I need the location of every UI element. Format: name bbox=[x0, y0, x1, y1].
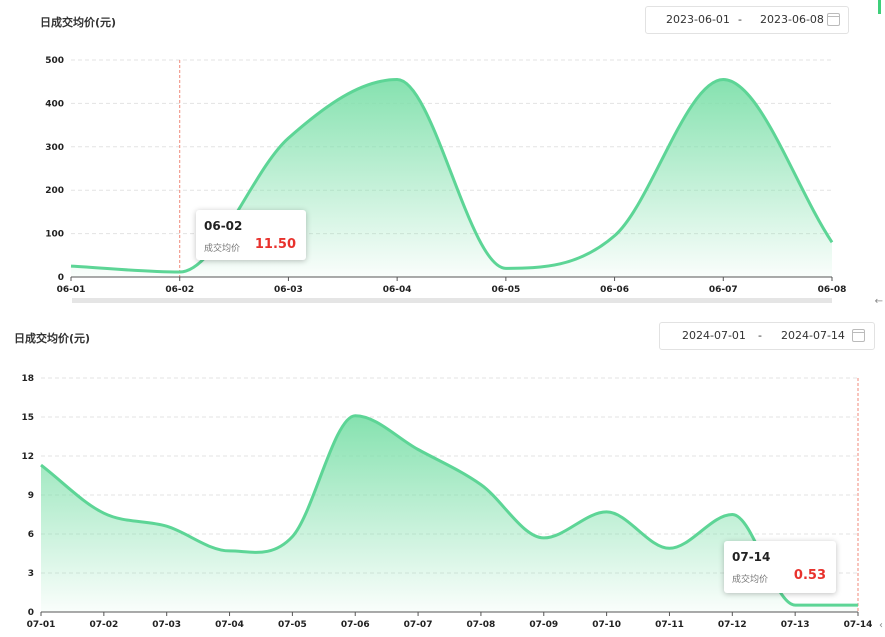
x-tick-label: 07-02 bbox=[89, 620, 118, 630]
x-tick-label: 07-01 bbox=[27, 620, 56, 630]
tooltip-date: 07-14 bbox=[732, 550, 771, 564]
y-tick-label: 400 bbox=[45, 99, 64, 109]
x-tick-label: 06-01 bbox=[57, 285, 86, 295]
date-end[interactable]: 2024-07-14 bbox=[781, 329, 845, 342]
x-tick-label: 07-09 bbox=[529, 620, 558, 630]
back-arrow-icon[interactable]: ← bbox=[874, 296, 883, 307]
y-tick-label: 500 bbox=[45, 56, 64, 66]
tooltip: 07-14 成交均价 0.53 bbox=[724, 541, 836, 593]
y-tick-label: 15 bbox=[21, 413, 34, 423]
calendar-icon[interactable] bbox=[852, 329, 865, 342]
x-tick-label: 06-07 bbox=[709, 285, 738, 295]
x-tick-label: 07-06 bbox=[341, 620, 370, 630]
area-fill bbox=[41, 415, 858, 612]
x-tick-label: 06-04 bbox=[383, 285, 412, 295]
tooltip-date: 06-02 bbox=[204, 219, 243, 233]
chart-panel-1: 日成交均价(元) 2023-06-01 - 2023-06-08 0 100 200… bbox=[0, 0, 885, 312]
series-line bbox=[40, 414, 858, 607]
x-tick-label: 07-08 bbox=[467, 620, 496, 630]
y-tick-label: 300 bbox=[45, 143, 64, 153]
y-tick-label: 12 bbox=[21, 452, 34, 462]
x-tick-label: 07-04 bbox=[215, 620, 244, 630]
chart-title: 日成交均价(元) bbox=[14, 332, 91, 345]
x-tick-label: 07-07 bbox=[404, 620, 433, 630]
date-start[interactable]: 2024-07-01 bbox=[682, 329, 746, 342]
calendar-icon[interactable] bbox=[827, 13, 840, 26]
chart-title: 日成交均价(元) bbox=[40, 16, 117, 29]
tooltip-label: 成交均价 bbox=[732, 575, 769, 585]
area-chart-2: 0 3 6 9 12 15 18 07-01 07-02 07-03 07-04 07-05 07-06… bbox=[21, 374, 873, 630]
x-tick-label: 06-05 bbox=[491, 285, 520, 295]
x-tick-label: 07-11 bbox=[655, 620, 684, 630]
y-tick-label: 0 bbox=[58, 273, 64, 283]
back-arrow-icon[interactable]: ‹ bbox=[879, 620, 883, 631]
x-tick-label: 07-10 bbox=[592, 620, 621, 630]
x-tick-label: 07-12 bbox=[718, 620, 747, 630]
edge-accent bbox=[878, 0, 881, 14]
tooltip: 06-02 成交均价 11.50 bbox=[196, 210, 306, 260]
area-chart-1: 0 100 200 300 400 500 06-01 06-02 06-03 06-04 06-0… bbox=[45, 56, 847, 295]
chart-scrollbar[interactable] bbox=[72, 298, 832, 303]
date-separator: - bbox=[758, 329, 762, 342]
y-tick-label: 6 bbox=[28, 530, 34, 540]
date-separator: - bbox=[738, 13, 742, 26]
x-tick-label: 07-05 bbox=[278, 620, 307, 630]
x-tick-label: 07-14 bbox=[844, 620, 873, 630]
date-range-picker[interactable]: 2023-06-01 - 2023-06-08 bbox=[645, 6, 849, 34]
date-range-picker[interactable]: 2024-07-01 - 2024-07-14 bbox=[659, 322, 875, 350]
y-tick-label: 9 bbox=[28, 491, 34, 501]
y-tick-label: 3 bbox=[28, 569, 34, 579]
y-tick-label: 100 bbox=[45, 230, 64, 240]
y-tick-label: 200 bbox=[45, 186, 64, 196]
x-tick-label: 07-13 bbox=[781, 620, 810, 630]
x-tick-label: 06-03 bbox=[274, 285, 303, 295]
area-fill bbox=[71, 79, 832, 277]
x-tick-label: 07-03 bbox=[152, 620, 181, 630]
chart-panel-2: 日成交均价(元) 2024-07-01 - 2024-07-14 0 3 6 9 12 1… bbox=[0, 318, 885, 637]
y-tick-label: 18 bbox=[21, 374, 34, 384]
x-tick-label: 06-08 bbox=[818, 285, 847, 295]
x-tick-label: 06-06 bbox=[600, 285, 629, 295]
date-end[interactable]: 2023-06-08 bbox=[760, 13, 824, 26]
y-tick-label: 0 bbox=[28, 608, 34, 618]
x-tick-label: 06-02 bbox=[165, 285, 194, 295]
tooltip-value: 0.53 bbox=[793, 568, 826, 583]
tooltip-label: 成交均价 bbox=[204, 244, 241, 254]
date-start[interactable]: 2023-06-01 bbox=[666, 13, 730, 26]
tooltip-value: 11.50 bbox=[254, 237, 296, 252]
